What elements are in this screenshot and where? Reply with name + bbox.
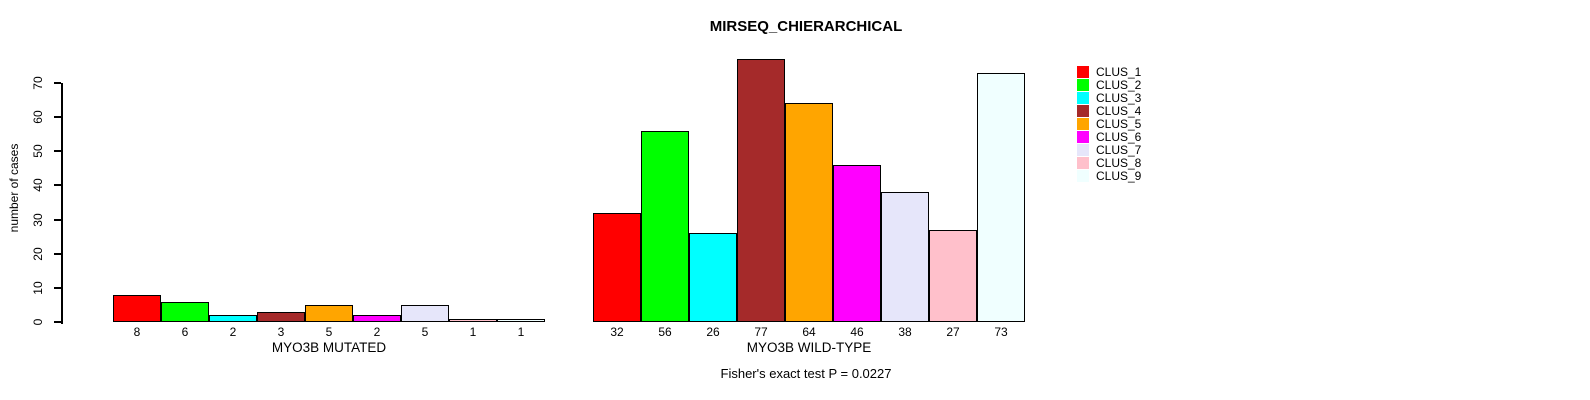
bar	[737, 59, 785, 322]
legend-swatch	[1077, 105, 1089, 117]
legend-swatch	[1077, 131, 1089, 143]
legend-label: CLUS_5	[1096, 117, 1142, 131]
bar	[449, 318, 497, 322]
bar	[593, 212, 641, 322]
y-tick	[54, 252, 61, 255]
y-tick	[54, 321, 61, 323]
y-tick	[54, 82, 61, 84]
bar-value-label: 5	[325, 325, 333, 339]
bar-value-label: 3	[277, 325, 285, 339]
legend-swatch	[1077, 66, 1089, 78]
bar-value-label: 5	[421, 325, 429, 339]
bar-value-label: 32	[610, 325, 624, 339]
bar	[881, 192, 929, 322]
bar	[113, 294, 161, 322]
group-axis-label: MYO3B WILD-TYPE	[746, 340, 872, 355]
y-axis-line	[61, 83, 63, 324]
y-tick-label: 40	[31, 178, 45, 193]
y-tick-label: 60	[31, 110, 45, 124]
plot-title: MIRSEQ_CHIERARCHICAL	[709, 18, 903, 35]
legend-label: CLUS_7	[1096, 143, 1142, 157]
bar	[641, 130, 689, 322]
y-tick	[54, 150, 61, 153]
y-tick-label: 30	[31, 212, 45, 227]
bar	[833, 164, 881, 322]
y-tick-label: 50	[31, 144, 45, 158]
y-tick	[54, 218, 61, 221]
legend-label: CLUS_9	[1096, 169, 1142, 183]
legend-swatch	[1077, 118, 1089, 130]
bar	[401, 304, 449, 322]
y-axis-title: number of cases	[7, 143, 21, 233]
bar-value-label: 73	[994, 325, 1008, 339]
bar	[305, 304, 353, 322]
y-tick-label: 20	[31, 247, 45, 261]
bar	[353, 315, 401, 322]
bar	[929, 229, 977, 322]
bar-value-label: 64	[802, 325, 816, 339]
y-tick	[54, 286, 61, 289]
bar-value-label: 77	[754, 325, 768, 339]
bar-value-label: 56	[658, 325, 672, 339]
bar-value-label: 26	[706, 325, 720, 339]
legend-swatch	[1077, 157, 1089, 169]
bar-value-label: 8	[133, 325, 141, 339]
bar-value-label: 1	[469, 325, 477, 339]
legend-label: CLUS_6	[1096, 130, 1142, 144]
bar-value-label: 2	[373, 325, 381, 339]
legend-label: CLUS_2	[1096, 78, 1142, 92]
legend-label: CLUS_8	[1096, 156, 1142, 170]
legend-label: CLUS_1	[1096, 65, 1142, 79]
y-tick	[54, 184, 61, 187]
legend-swatch	[1077, 79, 1089, 91]
group-axis-label: MYO3B MUTATED	[271, 340, 387, 355]
legend-label: CLUS_3	[1096, 91, 1142, 105]
legend-swatch	[1077, 92, 1089, 104]
legend-swatch	[1077, 170, 1089, 182]
fisher-test-annotation: Fisher's exact test P = 0.0227	[720, 366, 892, 381]
y-tick-label: 10	[31, 281, 45, 295]
bar	[977, 72, 1025, 322]
legend-label: CLUS_4	[1096, 104, 1142, 118]
bar	[257, 311, 305, 322]
bar-value-label: 6	[181, 325, 189, 339]
bar	[689, 233, 737, 322]
bar-value-label: 27	[946, 325, 960, 339]
bar	[209, 315, 257, 322]
bar	[785, 103, 833, 322]
bar-value-label: 2	[229, 325, 237, 339]
bar	[161, 301, 209, 322]
bar-value-label: 38	[898, 325, 912, 339]
bar-value-label: 46	[850, 325, 864, 339]
legend-swatch	[1077, 144, 1089, 156]
y-tick	[54, 116, 61, 119]
bar	[497, 318, 545, 322]
bar-value-label: 1	[517, 325, 525, 339]
y-tick-label: 70	[31, 76, 45, 90]
y-tick-label: 0	[31, 318, 45, 326]
